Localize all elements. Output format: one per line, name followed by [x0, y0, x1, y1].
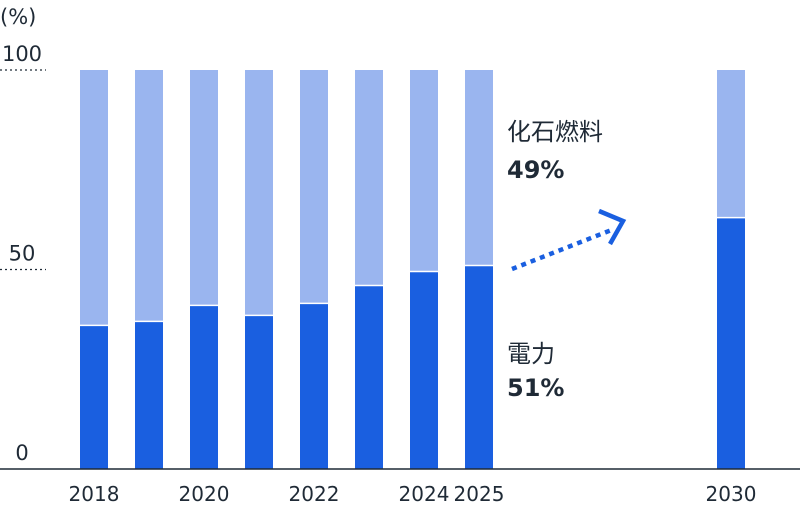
bar-fossil-fuel-2020 [190, 70, 218, 306]
trend-arrow-icon [511, 208, 627, 272]
bar-fossil-fuel-2022 [300, 70, 328, 304]
bar-electricity-2025 [465, 265, 493, 469]
x-tick-label: 2018 [69, 482, 120, 506]
x-tick-label: 2022 [289, 482, 340, 506]
trend-arrow-shaft [511, 226, 615, 272]
bar-fossil-fuel-2023 [355, 70, 383, 286]
bar-electricity-2030 [717, 217, 745, 469]
bar-electricity-2020 [190, 305, 218, 469]
bars [80, 70, 745, 469]
fossil-fuel-label: 化石燃料 [507, 118, 603, 146]
y-axis: 0 50 100 [0, 42, 46, 465]
bar-electricity-2024 [410, 271, 438, 469]
bar-electricity-2018 [80, 325, 108, 469]
fossil-fuel-share: 49% [507, 156, 564, 184]
y-unit-label: (%) [0, 5, 36, 29]
bar-fossil-fuel-2018 [80, 70, 108, 326]
bar-electricity-2023 [355, 285, 383, 469]
bar-electricity-2019 [135, 321, 163, 469]
electricity-share: 51% [507, 374, 564, 402]
annotations: 化石燃料 49% 電力 51% [507, 118, 603, 402]
bar-electricity-2021 [245, 315, 273, 469]
x-tick-label: 2020 [179, 482, 230, 506]
trend-arrow-head [598, 208, 627, 246]
x-tick-label: 2024 [399, 482, 450, 506]
bar-fossil-fuel-2019 [135, 70, 163, 322]
bar-fossil-fuel-2024 [410, 70, 438, 272]
x-axis: 2018 2020 2022 2024 2025 2030 [0, 468, 800, 506]
bar-fossil-fuel-2021 [245, 70, 273, 316]
bar-fossil-fuel-2025 [465, 70, 493, 266]
y-tick-label: 50 [9, 242, 36, 266]
bar-electricity-2022 [300, 303, 328, 469]
x-tick-label: 2025 [454, 482, 505, 506]
electricity-label: 電力 [507, 340, 555, 368]
x-tick-label: 2030 [706, 482, 757, 506]
y-tick-label: 100 [2, 42, 42, 66]
y-tick-label: 0 [15, 441, 28, 465]
bar-fossil-fuel-2030 [717, 70, 745, 218]
